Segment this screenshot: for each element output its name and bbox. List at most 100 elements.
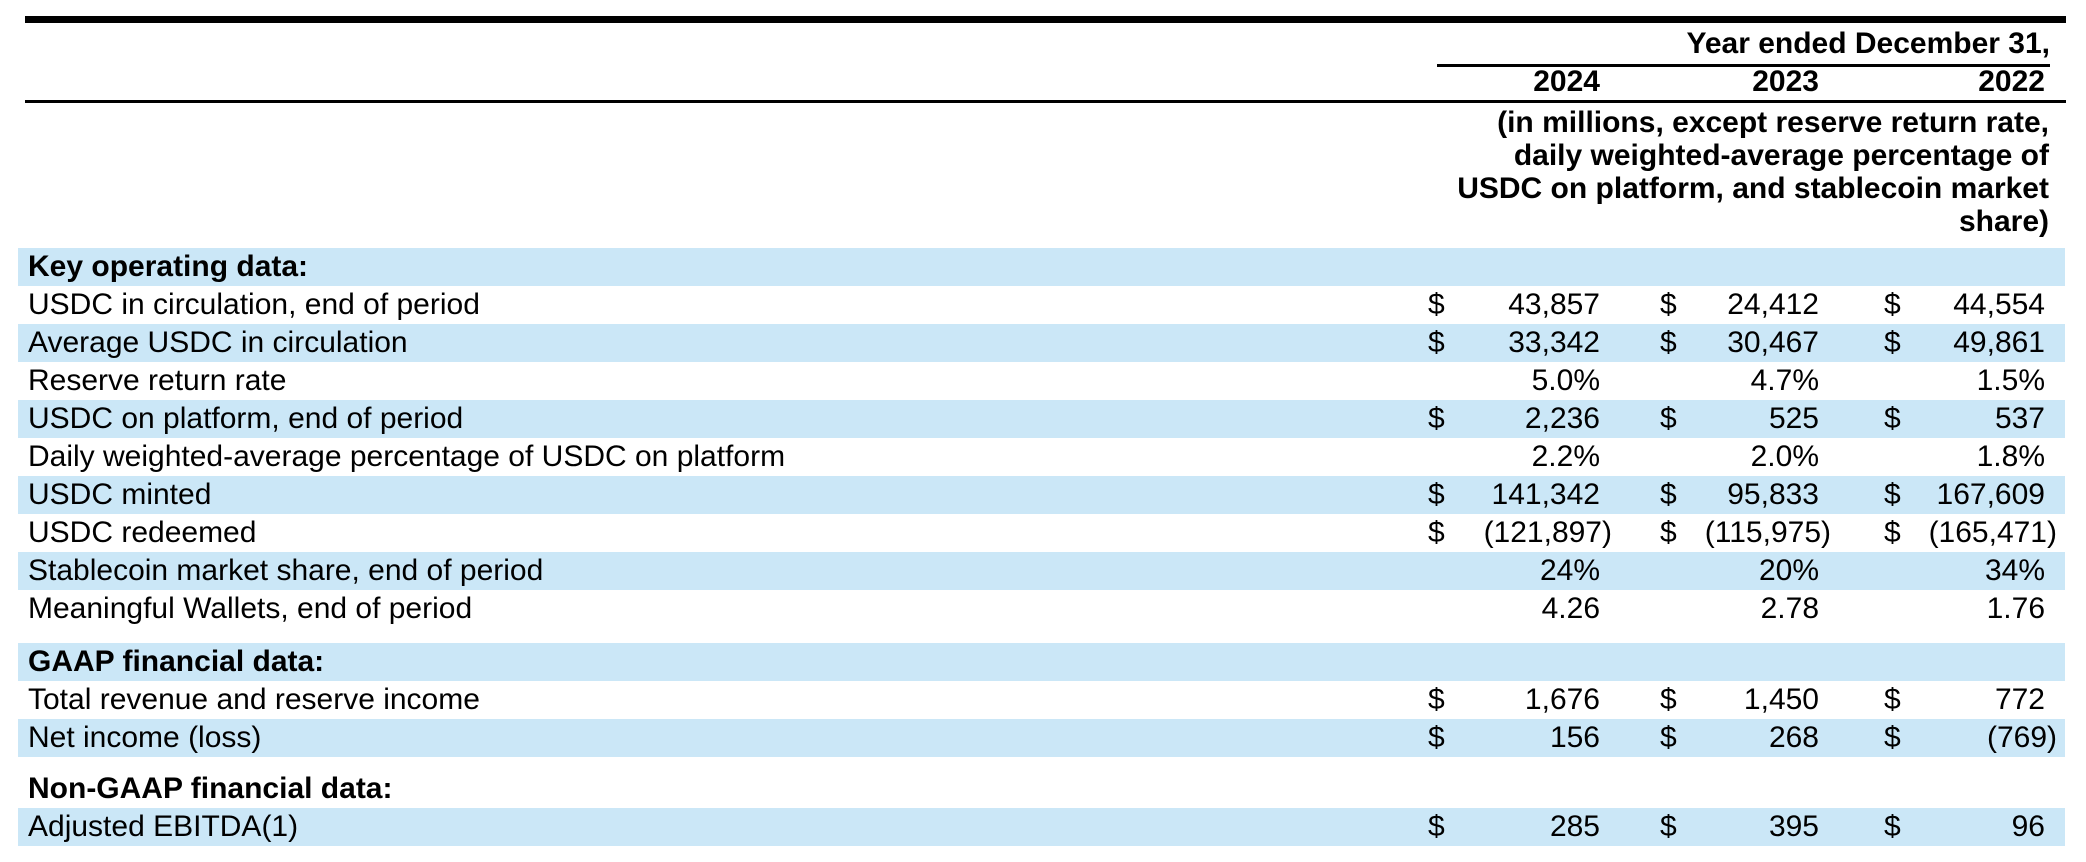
table-row: Reserve return rate 5.0% 4.7% 1.5% [18,362,2065,400]
row-label: Meaningful Wallets, end of period [28,592,473,625]
value-2024: 4.26 [1541,592,1600,625]
value-2023: 525 [1768,402,1819,435]
value-2022: 1.76 [1986,592,2045,625]
value-2024: 156 [1549,721,1600,754]
value-2022: (769) [1986,721,2057,754]
currency-symbol: $ [1428,810,1445,843]
value-2023: 2.0% [1750,440,1819,473]
table-row: Meaningful Wallets, end of period 4.26 2… [18,590,2065,628]
row-label: Total revenue and reserve income [28,683,480,716]
section-label: GAAP financial data: [28,645,325,678]
currency-symbol: $ [1428,516,1445,549]
currency-symbol: $ [1660,810,1677,843]
row-label: Net income (loss) [28,721,262,754]
currency-symbol: $ [1884,478,1901,511]
section-row-key-operating-data: Key operating data: [18,248,2065,286]
section-label: Non-GAAP financial data: [28,772,393,805]
value-2022: 96 [2011,810,2045,843]
currency-symbol: $ [1428,683,1445,716]
table-row: Daily weighted-average percentage of USD… [18,438,2065,476]
column-header-2023: 2023 [1752,65,1819,98]
row-label: USDC redeemed [28,516,257,549]
table-row: Net income (loss) $ 156 $ 268 $ (769) [18,719,2065,757]
period-header: Year ended December 31, [1686,27,2050,60]
currency-symbol: $ [1884,288,1901,321]
value-2024: (121,897) [1483,516,1612,549]
currency-symbol: $ [1884,326,1901,359]
value-2023: 1,450 [1743,683,1819,716]
value-2023: 24,412 [1727,288,1819,321]
currency-symbol: $ [1660,516,1677,549]
value-2022: 49,861 [1953,326,2045,359]
units-note: (in millions, except reserve return rate… [1457,106,2049,238]
section-label: Key operating data: [28,250,309,283]
row-label: Stablecoin market share, end of period [28,554,544,587]
currency-symbol: $ [1428,721,1445,754]
table-row: Stablecoin market share, end of period 2… [18,552,2065,590]
units-note-line: daily weighted-average percentage of [1513,139,2049,172]
section-spacer [18,628,2065,643]
top-rule [25,16,2066,23]
value-2022: 537 [1994,402,2045,435]
section-row-gaap-financial-data: GAAP financial data: [18,643,2065,681]
table-row: USDC minted $ 141,342 $ 95,833 $ 167,609 [18,476,2065,514]
currency-symbol: $ [1660,478,1677,511]
value-2023: 30,467 [1727,326,1819,359]
value-2023: 2.78 [1760,592,1819,625]
currency-symbol: $ [1428,478,1445,511]
column-header-2024: 2024 [1533,65,1600,98]
table-row: Total revenue and reserve income $ 1,676… [18,681,2065,719]
value-2023: 268 [1768,721,1819,754]
table-row: USDC redeemed $ (121,897) $ (115,975) $ … [18,514,2065,552]
value-2023: (115,975) [1704,516,1831,549]
value-2023: 4.7% [1750,364,1819,397]
currency-symbol: $ [1660,683,1677,716]
value-2022: 167,609 [1936,478,2045,511]
currency-symbol: $ [1884,516,1901,549]
table-row: Adjusted EBITDA(1) $ 285 $ 395 $ 96 [18,808,2065,846]
table-row: Average USDC in circulation $ 33,342 $ 3… [18,324,2065,362]
table-row: USDC on platform, end of period $ 2,236 … [18,400,2065,438]
row-label: USDC in circulation, end of period [28,288,480,321]
units-note-line: share) [1958,205,2049,238]
table-body: Key operating data: USDC in circulation,… [18,248,2065,846]
currency-symbol: $ [1884,721,1901,754]
value-2024: 33,342 [1508,326,1600,359]
row-label: USDC on platform, end of period [28,402,464,435]
value-2024: 285 [1549,810,1600,843]
section-spacer [18,757,2065,770]
value-2024: 24% [1539,554,1600,587]
column-header-2022: 2022 [1978,65,2045,98]
row-label: Average USDC in circulation [28,326,408,359]
currency-symbol: $ [1660,288,1677,321]
value-2024: 2.2% [1531,440,1600,473]
value-2024: 5.0% [1531,364,1600,397]
value-2022: 772 [1994,683,2045,716]
period-header-underline [1437,64,2050,67]
value-2024: 141,342 [1491,478,1600,511]
currency-symbol: $ [1884,683,1901,716]
currency-symbol: $ [1428,402,1445,435]
value-2022: 34% [1984,554,2045,587]
value-2023: 395 [1768,810,1819,843]
row-label: USDC minted [28,478,212,511]
row-label: Adjusted EBITDA(1) [28,810,299,843]
value-2023: 95,833 [1727,478,1819,511]
section-row-non-gaap-financial-data: Non-GAAP financial data: [18,770,2065,808]
value-2022: (165,471) [1928,516,2057,549]
header-rule [25,100,2066,103]
currency-symbol: $ [1884,402,1901,435]
currency-symbol: $ [1428,288,1445,321]
table-row: USDC in circulation, end of period $ 43,… [18,286,2065,324]
currency-symbol: $ [1428,326,1445,359]
units-note-line: (in millions, except reserve return rate… [1497,106,2049,139]
value-2024: 1,676 [1524,683,1600,716]
value-2023: 20% [1758,554,1819,587]
currency-symbol: $ [1660,326,1677,359]
value-2024: 43,857 [1508,288,1600,321]
currency-symbol: $ [1660,721,1677,754]
currency-symbol: $ [1884,810,1901,843]
value-2024: 2,236 [1524,402,1600,435]
row-label: Daily weighted-average percentage of USD… [28,440,786,473]
